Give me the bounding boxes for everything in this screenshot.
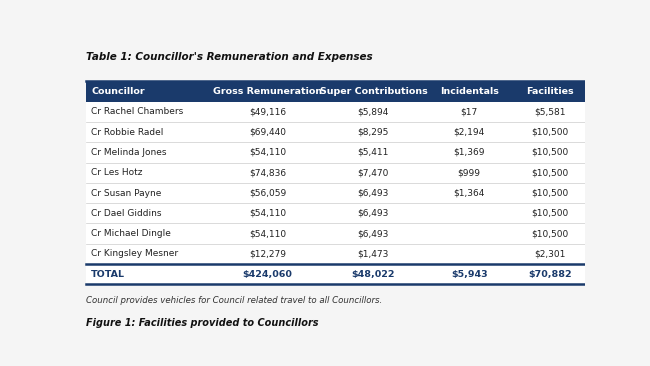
Text: $5,581: $5,581 [534,107,566,116]
Text: Cr Melinda Jones: Cr Melinda Jones [91,148,167,157]
Text: $1,369: $1,369 [454,148,485,157]
Text: $12,279: $12,279 [249,249,286,258]
FancyBboxPatch shape [86,102,590,122]
Text: $70,882: $70,882 [528,270,571,279]
Text: Facilities: Facilities [526,87,573,96]
Text: $48,022: $48,022 [352,270,395,279]
FancyBboxPatch shape [86,122,590,142]
Text: Figure 1: Facilities provided to Councillors: Figure 1: Facilities provided to Council… [86,318,318,328]
FancyBboxPatch shape [86,163,590,183]
Text: $10,500: $10,500 [531,128,568,137]
Text: Super Contributions: Super Contributions [320,87,427,96]
Text: $6,493: $6,493 [358,209,389,218]
FancyBboxPatch shape [86,223,590,244]
FancyBboxPatch shape [86,203,590,223]
Text: TOTAL: TOTAL [91,270,125,279]
Text: $10,500: $10,500 [531,188,568,198]
FancyBboxPatch shape [86,244,590,264]
FancyBboxPatch shape [86,81,590,102]
Text: $54,110: $54,110 [249,148,286,157]
Text: Gross Remuneration: Gross Remuneration [213,87,322,96]
Text: Councillor: Councillor [91,87,145,96]
Text: $10,500: $10,500 [531,229,568,238]
Text: $6,493: $6,493 [358,229,389,238]
Text: Cr Susan Payne: Cr Susan Payne [91,188,162,198]
Text: $54,110: $54,110 [249,209,286,218]
Text: $10,500: $10,500 [531,148,568,157]
Text: $6,493: $6,493 [358,188,389,198]
Text: Cr Les Hotz: Cr Les Hotz [91,168,143,177]
Text: $5,894: $5,894 [358,107,389,116]
FancyBboxPatch shape [86,183,590,203]
Text: $17: $17 [460,107,478,116]
Text: Council provides vehicles for Council related travel to all Councillors.: Council provides vehicles for Council re… [86,296,383,305]
Text: $2,194: $2,194 [454,128,485,137]
Text: $1,473: $1,473 [358,249,389,258]
Text: $5,411: $5,411 [358,148,389,157]
Text: $10,500: $10,500 [531,168,568,177]
Text: Cr Kingsley Mesner: Cr Kingsley Mesner [91,249,179,258]
FancyBboxPatch shape [86,142,590,163]
Text: Table 1: Councillor's Remuneration and Expenses: Table 1: Councillor's Remuneration and E… [86,52,373,62]
FancyBboxPatch shape [86,264,590,284]
Text: $5,943: $5,943 [451,270,488,279]
Text: $49,116: $49,116 [249,107,286,116]
Text: Cr Rachel Chambers: Cr Rachel Chambers [91,107,183,116]
Text: $10,500: $10,500 [531,209,568,218]
Text: Cr Michael Dingle: Cr Michael Dingle [91,229,171,238]
Text: $69,440: $69,440 [249,128,286,137]
Text: $74,836: $74,836 [249,168,286,177]
Text: $7,470: $7,470 [358,168,389,177]
Text: $56,059: $56,059 [249,188,286,198]
Text: $424,060: $424,060 [242,270,292,279]
Text: Incidentals: Incidentals [439,87,499,96]
Text: $999: $999 [458,168,480,177]
Text: $1,364: $1,364 [454,188,485,198]
Text: $2,301: $2,301 [534,249,566,258]
Text: Cr Robbie Radel: Cr Robbie Radel [91,128,164,137]
Text: Cr Dael Giddins: Cr Dael Giddins [91,209,162,218]
Text: $54,110: $54,110 [249,229,286,238]
Text: $8,295: $8,295 [358,128,389,137]
